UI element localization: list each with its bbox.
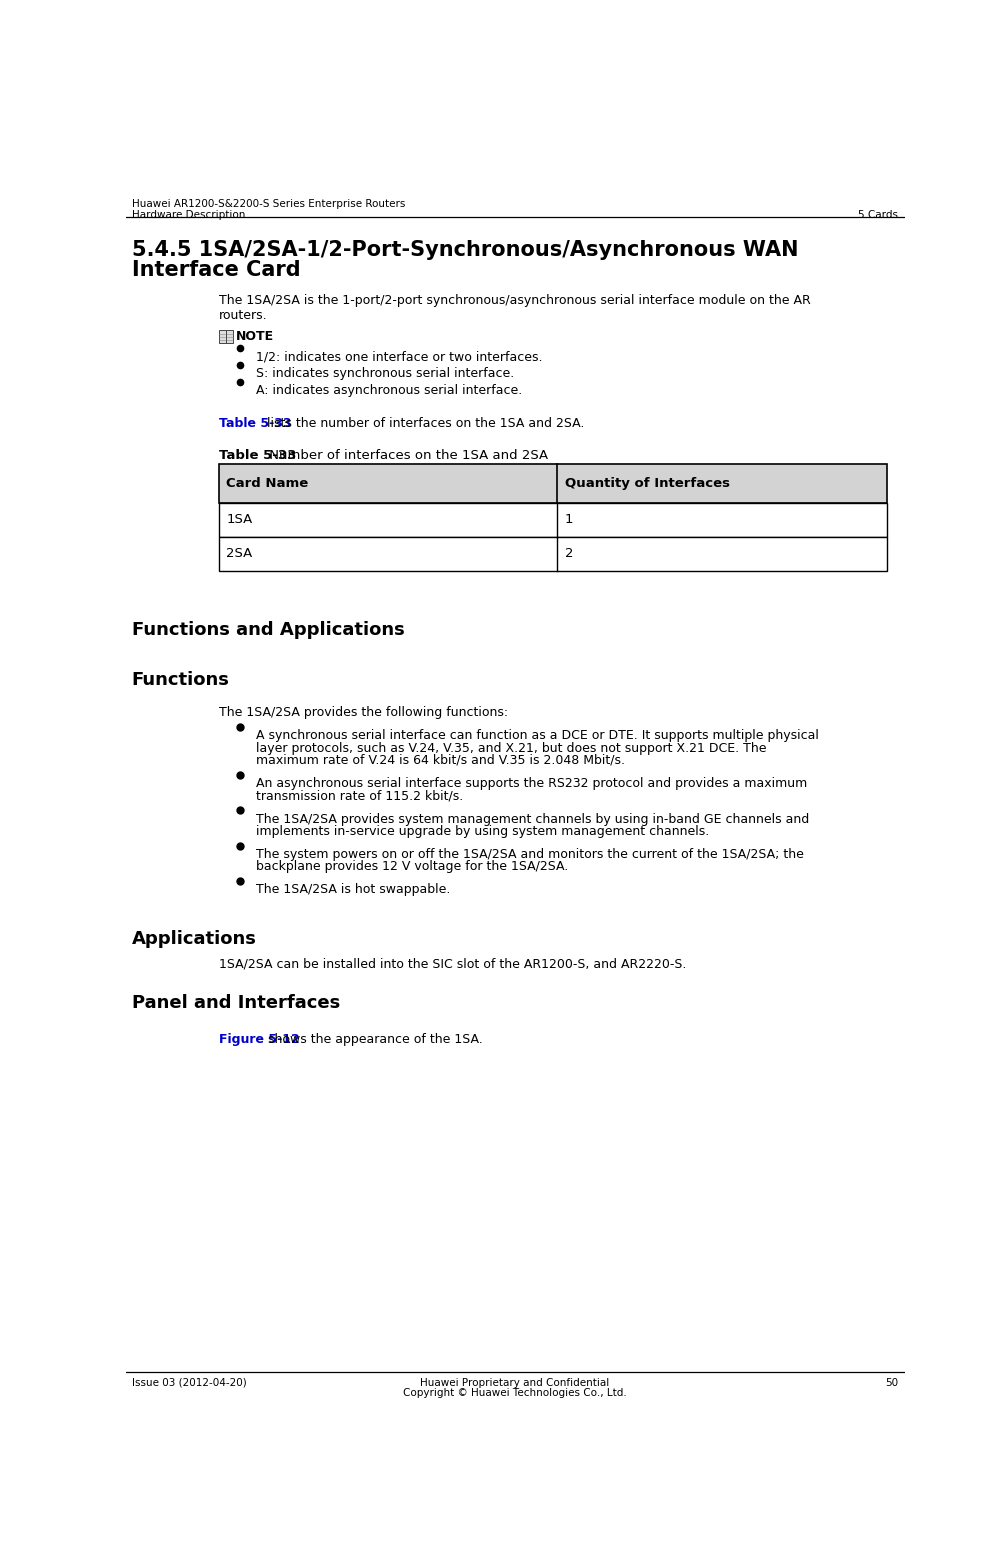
Text: The 1SA/2SA is the 1-port/2-port synchronous/asynchronous serial interface modul: The 1SA/2SA is the 1-port/2-port synchro… [219,295,810,307]
Text: Number of interfaces on the 1SA and 2SA: Number of interfaces on the 1SA and 2SA [265,450,549,462]
Text: Quantity of Interfaces: Quantity of Interfaces [565,478,730,490]
Bar [219,503,886,537]
Text: 1: 1 [565,514,574,527]
Text: backplane provides 12 V voltage for the 1SA/2SA.: backplane provides 12 V voltage for the … [256,860,568,873]
Bar [219,537,886,570]
Text: The system powers on or off the 1SA/2SA and monitors the current of the 1SA/2SA;: The system powers on or off the 1SA/2SA … [256,848,804,860]
Text: 5 Cards: 5 Cards [858,210,898,219]
Text: Issue 03 (2012-04-20): Issue 03 (2012-04-20) [132,1377,246,1388]
Text: Card Name: Card Name [226,478,309,490]
Text: 50: 50 [885,1377,898,1388]
Text: 2SA: 2SA [226,547,252,561]
Text: Copyright © Huawei Technologies Co., Ltd.: Copyright © Huawei Technologies Co., Ltd… [403,1388,626,1398]
Text: Functions and Applications: Functions and Applications [132,621,405,639]
Text: Functions: Functions [132,671,230,689]
Text: implements in-service upgrade by using system management channels.: implements in-service upgrade by using s… [256,824,710,838]
Text: Panel and Interfaces: Panel and Interfaces [132,993,340,1012]
Text: The 1SA/2SA is hot swappable.: The 1SA/2SA is hot swappable. [256,884,450,896]
Text: Applications: Applications [132,929,256,948]
Text: S: indicates synchronous serial interface.: S: indicates synchronous serial interfac… [256,367,515,381]
Text: shows the appearance of the 1SA.: shows the appearance of the 1SA. [263,1033,482,1045]
Text: layer protocols, such as V.24, V.35, and X.21, but does not support X.21 DCE. Th: layer protocols, such as V.24, V.35, and… [256,741,767,755]
Text: Huawei AR1200-S&2200-S Series Enterprise Routers: Huawei AR1200-S&2200-S Series Enterprise… [132,199,405,208]
Text: 1SA: 1SA [226,514,252,527]
Text: Hardware Description: Hardware Description [132,210,245,219]
Text: 1/2: indicates one interface or two interfaces.: 1/2: indicates one interface or two inte… [256,351,543,364]
Text: Table 5-33: Table 5-33 [219,450,296,462]
Text: The 1SA/2SA provides the following functions:: The 1SA/2SA provides the following funct… [219,707,508,719]
Text: An asynchronous serial interface supports the RS232 protocol and provides a maxi: An asynchronous serial interface support… [256,777,807,790]
Text: NOTE: NOTE [236,331,273,343]
Text: maximum rate of V.24 is 64 kbit/s and V.35 is 2.048 Mbit/s.: maximum rate of V.24 is 64 kbit/s and V.… [256,754,625,766]
Text: lists the number of interfaces on the 1SA and 2SA.: lists the number of interfaces on the 1S… [262,417,584,429]
Bar [219,464,886,503]
Text: Table 5-33: Table 5-33 [219,417,291,429]
Bar [226,331,233,343]
Text: Figure 5-12: Figure 5-12 [219,1033,299,1045]
Text: 2: 2 [565,547,574,561]
Text: A synchronous serial interface can function as a DCE or DTE. It supports multipl: A synchronous serial interface can funct… [256,729,819,743]
Bar [219,331,225,343]
Text: 1SA/2SA can be installed into the SIC slot of the AR1200-S, and AR2220-S.: 1SA/2SA can be installed into the SIC sl… [219,957,686,970]
Text: A: indicates asynchronous serial interface.: A: indicates asynchronous serial interfa… [256,384,522,398]
Text: Interface Card: Interface Card [132,260,300,280]
Text: 5.4.5 1SA/2SA-1/2-Port-Synchronous/Asynchronous WAN: 5.4.5 1SA/2SA-1/2-Port-Synchronous/Async… [132,240,798,260]
Text: routers.: routers. [219,309,267,321]
Text: Huawei Proprietary and Confidential: Huawei Proprietary and Confidential [420,1377,609,1388]
Text: The 1SA/2SA provides system management channels by using in-band GE channels and: The 1SA/2SA provides system management c… [256,813,809,826]
Text: transmission rate of 115.2 kbit/s.: transmission rate of 115.2 kbit/s. [256,790,463,802]
